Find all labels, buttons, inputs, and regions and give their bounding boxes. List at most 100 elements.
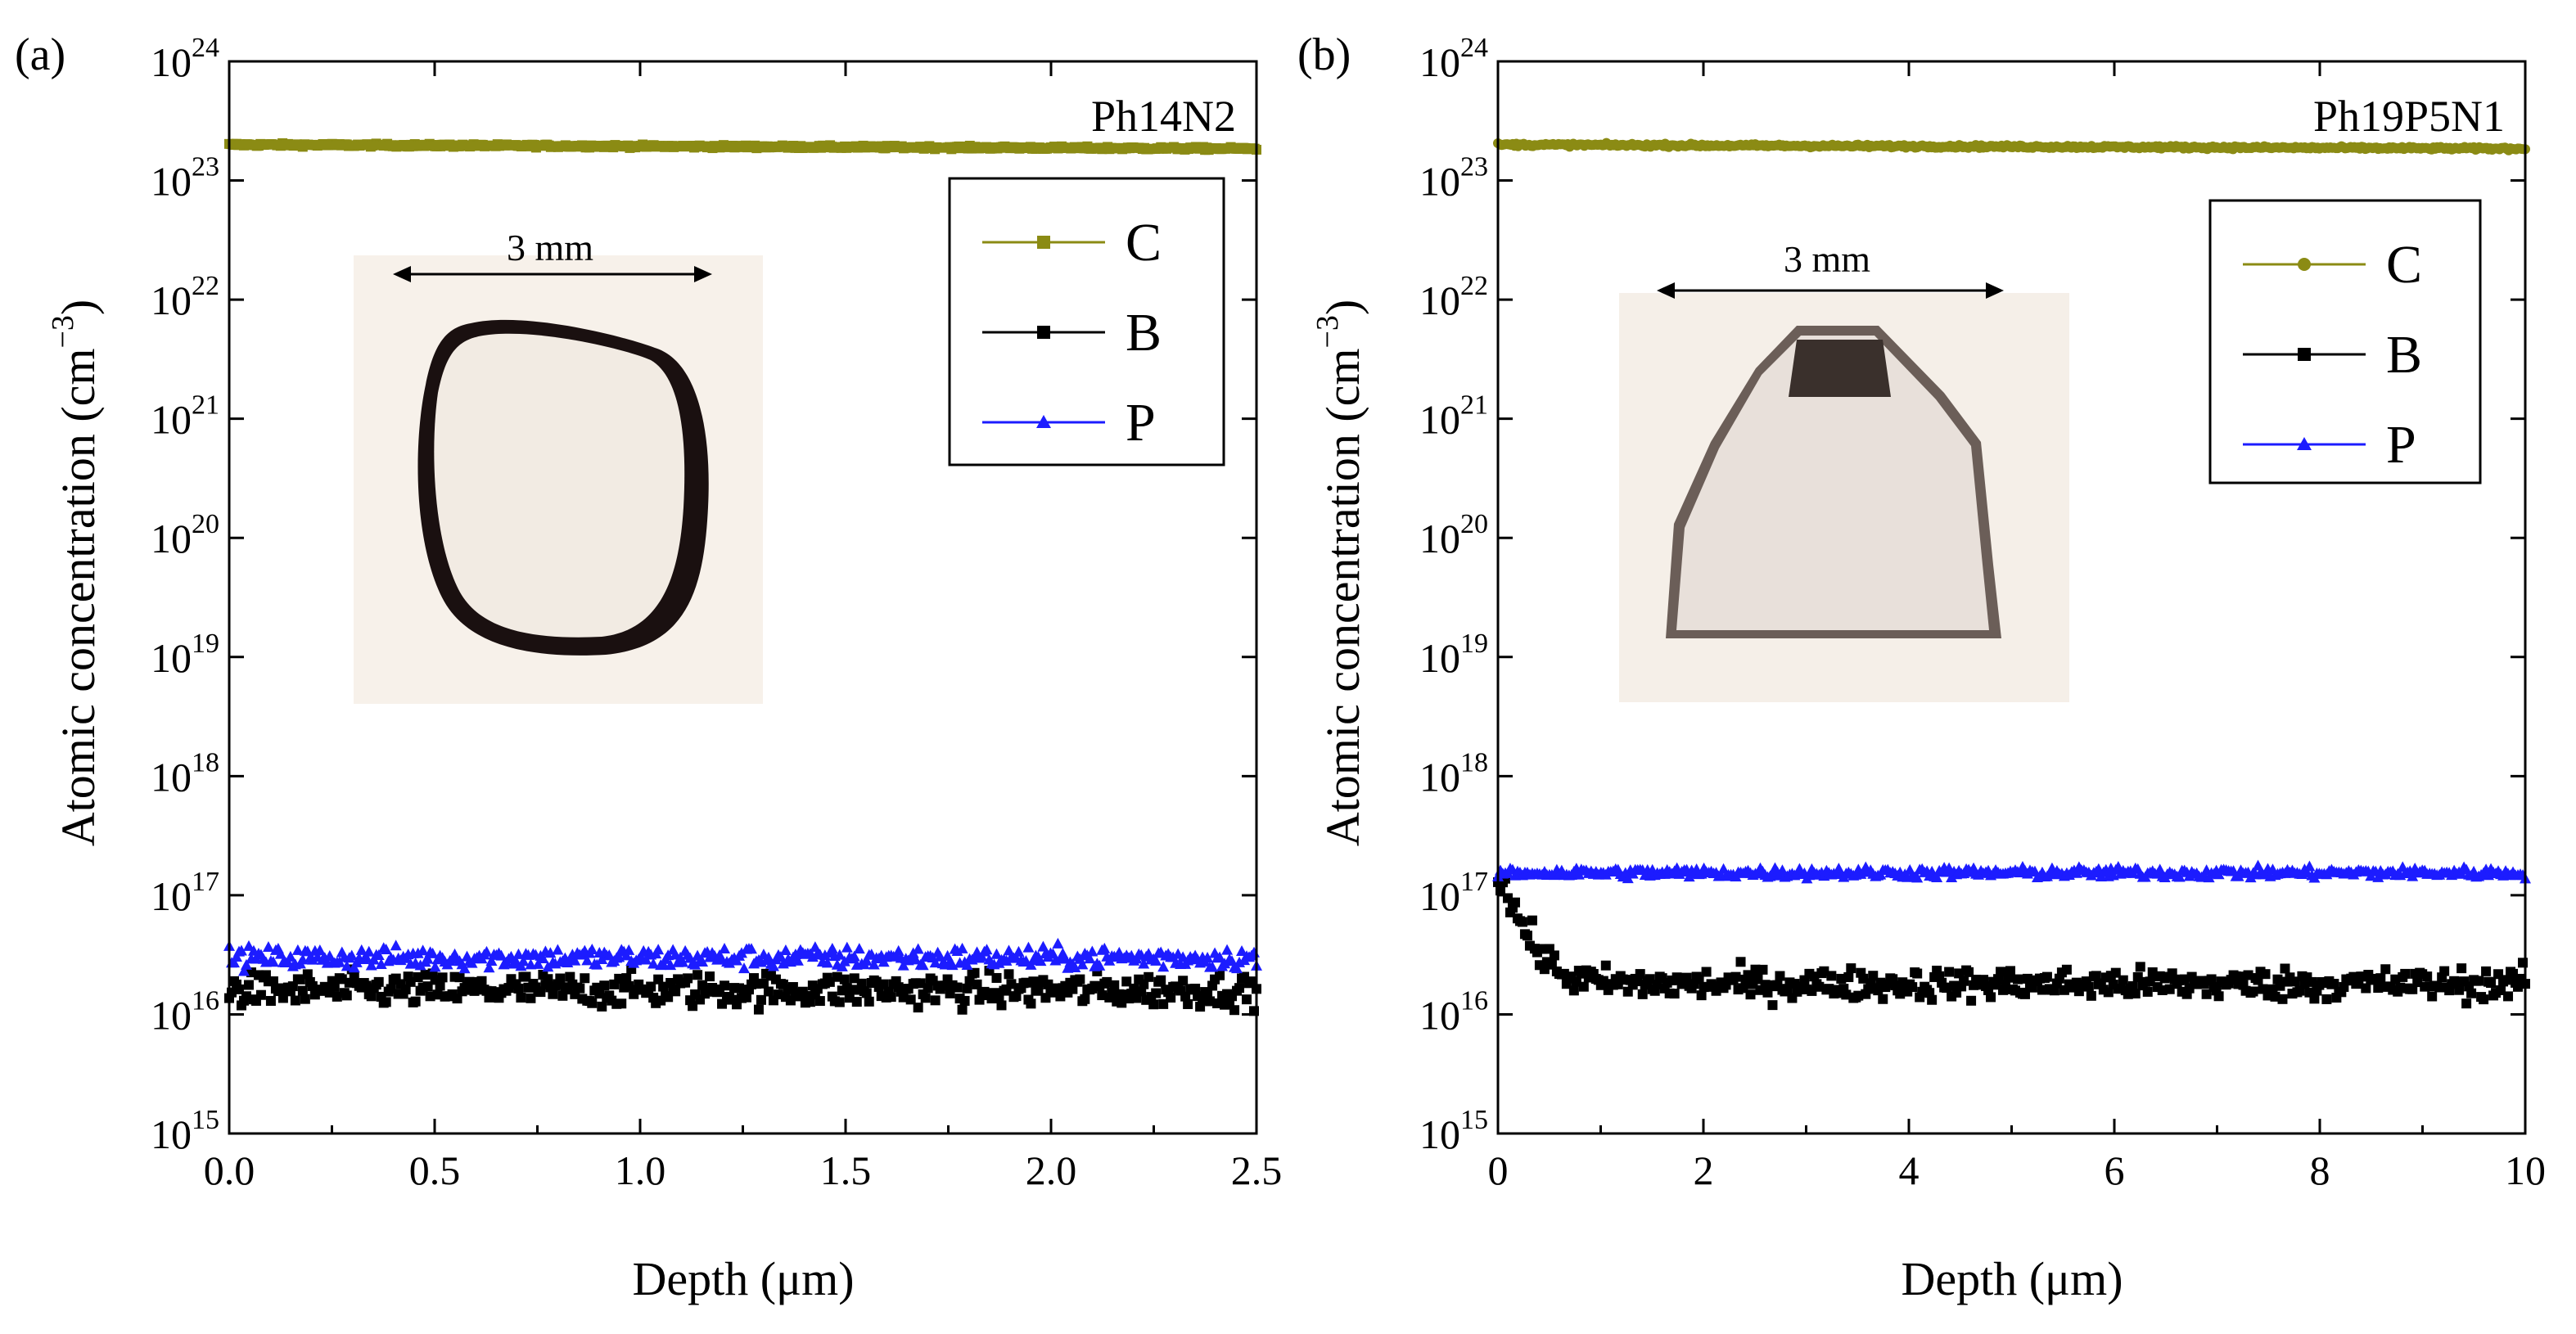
panel-a-point-B bbox=[265, 995, 276, 1006]
panel-a-legend-marker-C bbox=[1037, 236, 1050, 249]
panel-b-point-B bbox=[1527, 915, 1537, 926]
panel-a-point-B bbox=[373, 976, 384, 987]
panel-a-point-P bbox=[591, 958, 603, 970]
panel-a-point-P bbox=[860, 954, 873, 966]
panel-b-y-tick-label: 1024 bbox=[1419, 33, 1488, 85]
panel-a-point-P bbox=[495, 949, 508, 961]
panel-b-point-B bbox=[1986, 992, 1996, 1003]
panel-a-point-P bbox=[510, 955, 522, 967]
panel-b-y-tick-label: 1022 bbox=[1419, 271, 1488, 323]
panel-a-point-B bbox=[905, 994, 916, 1005]
panel-a-point-P bbox=[1231, 962, 1243, 974]
panel-b-point-B bbox=[2277, 994, 2288, 1004]
panel-a-point-B bbox=[959, 995, 970, 1006]
panel-a-scale-arrow-left bbox=[393, 266, 411, 282]
panel-a-point-P bbox=[365, 959, 377, 971]
panel-a-point-P bbox=[458, 962, 471, 974]
panel-b-crystal-top-facet bbox=[1789, 340, 1891, 397]
panel-b-scale-arrow-left bbox=[1657, 282, 1675, 299]
panel-b-point-B bbox=[2086, 990, 2096, 1001]
panel-a-point-P bbox=[826, 943, 838, 954]
panel-a-y-axis-label-main: Atomic concentration (cm bbox=[52, 348, 105, 846]
panel-a-point-P bbox=[848, 950, 860, 962]
panel-b-point-B bbox=[2375, 973, 2386, 984]
panel-b-point-P bbox=[2303, 860, 2316, 872]
panel-a-point-B bbox=[720, 980, 730, 991]
panel-a-scale-label: 3 mm bbox=[507, 227, 593, 268]
panel-a-point-P bbox=[990, 948, 1003, 959]
panel-b-y-tick-label: 1018 bbox=[1419, 747, 1488, 800]
panel-a-point-P bbox=[647, 958, 660, 969]
panel-a-legend-label-C: C bbox=[1126, 213, 1162, 273]
panel-a-point-B bbox=[437, 972, 448, 983]
panel-a-y-tick-label: 1018 bbox=[151, 747, 219, 800]
panel-b-point-B bbox=[1669, 989, 1680, 999]
panel-a-point-P bbox=[767, 960, 779, 971]
panel-a-point-P bbox=[267, 956, 279, 967]
panel-a-y-axis-label: Atomic concentration (cm−3) bbox=[46, 300, 105, 847]
panel-b-point-B bbox=[2486, 977, 2497, 988]
panel-b-point-B bbox=[2439, 966, 2450, 976]
panel-a-point-B bbox=[1183, 998, 1193, 1009]
panel-b-point-B bbox=[2454, 985, 2465, 995]
panel-a-point-P bbox=[274, 948, 286, 959]
panel-b-point-B bbox=[1568, 985, 1579, 996]
panel-a-series-B bbox=[224, 963, 1261, 1016]
panel-a-y-tick-label: 1024 bbox=[151, 33, 219, 85]
panel-a-point-B bbox=[565, 971, 575, 982]
panel-a-legend-label-B: B bbox=[1126, 303, 1162, 363]
panel-b-point-B bbox=[2260, 969, 2271, 980]
panel-a-point-P bbox=[1084, 953, 1096, 964]
panel-a-point-P bbox=[485, 955, 498, 967]
panel-b-x-tick-label: 0 bbox=[1488, 1147, 1509, 1193]
panel-b-point-B bbox=[2481, 966, 2492, 976]
panel-a-point-B bbox=[1166, 993, 1176, 1003]
panel-a-point-P bbox=[1052, 937, 1064, 949]
panel-a-point-B bbox=[329, 981, 340, 992]
panel-a-point-B bbox=[930, 995, 941, 1006]
panel-b-point-B bbox=[1745, 989, 1756, 1000]
panel-b-point-B bbox=[2012, 974, 2023, 985]
panel-b-point-B bbox=[1964, 967, 1974, 977]
panel-a-x-axis-label: Depth (μm) bbox=[632, 1252, 854, 1305]
panel-a-point-P bbox=[1099, 942, 1111, 953]
panel-b-y-tick-label: 1016 bbox=[1419, 985, 1488, 1038]
panel-a-point-B bbox=[1190, 983, 1201, 994]
panel-a-point-P bbox=[390, 940, 402, 951]
panel-b-point-B bbox=[2503, 991, 2514, 1002]
panel-a-legend-marker-B bbox=[1037, 326, 1050, 339]
panel-b-point-B bbox=[2061, 964, 2072, 975]
panel-b-point-P bbox=[2173, 871, 2186, 882]
panel-a-point-P bbox=[665, 959, 677, 971]
panel-a-x-tick-label: 1.5 bbox=[820, 1147, 872, 1193]
panel-a-point-B bbox=[1215, 970, 1225, 980]
panel-a-point-P bbox=[1013, 945, 1025, 957]
panel-b-point-B bbox=[2466, 988, 2477, 998]
panel-a-point-B bbox=[1075, 974, 1085, 985]
panel-b-y-tick-label: 1023 bbox=[1419, 152, 1488, 205]
panel-a-point-B bbox=[692, 970, 703, 980]
panel-a-point-B bbox=[1234, 983, 1245, 994]
panel-a-point-B bbox=[1144, 971, 1154, 982]
panel-b-point-B bbox=[2110, 967, 2121, 978]
panel-a-legend-label-P: P bbox=[1126, 393, 1156, 453]
panel-a-inset-photo: 3 mm bbox=[354, 227, 763, 704]
panel-a-point-B bbox=[290, 995, 300, 1006]
panel-b-point-B bbox=[1757, 964, 1768, 975]
panel-b-legend-label-C: C bbox=[2386, 235, 2422, 295]
panel-b-x-tick-label: 2 bbox=[1694, 1147, 1714, 1193]
panel-b-legend-marker-B bbox=[2298, 348, 2311, 361]
panel-a-point-P bbox=[360, 952, 372, 963]
panel-b-point-B bbox=[2361, 983, 2371, 994]
panel-a-point-B bbox=[599, 980, 610, 991]
panel-a-point-B bbox=[1026, 998, 1036, 1009]
panel-a-point-B bbox=[1109, 980, 1120, 990]
panel-a-y-tick-label: 1019 bbox=[151, 629, 219, 681]
panel-a-point-P bbox=[532, 958, 544, 969]
panel-a: (a) 0.0 0.5 1.0 1.5 2.0 2.5 1015 1016 1017 1018 10… bbox=[15, 29, 1282, 1305]
panel-a-point-B bbox=[957, 1004, 968, 1015]
panel-a-x-tick-label: 0.0 bbox=[204, 1147, 255, 1193]
panel-a-y-axis-label-close: ) bbox=[52, 300, 105, 315]
panel-b-point-B bbox=[2474, 976, 2484, 986]
